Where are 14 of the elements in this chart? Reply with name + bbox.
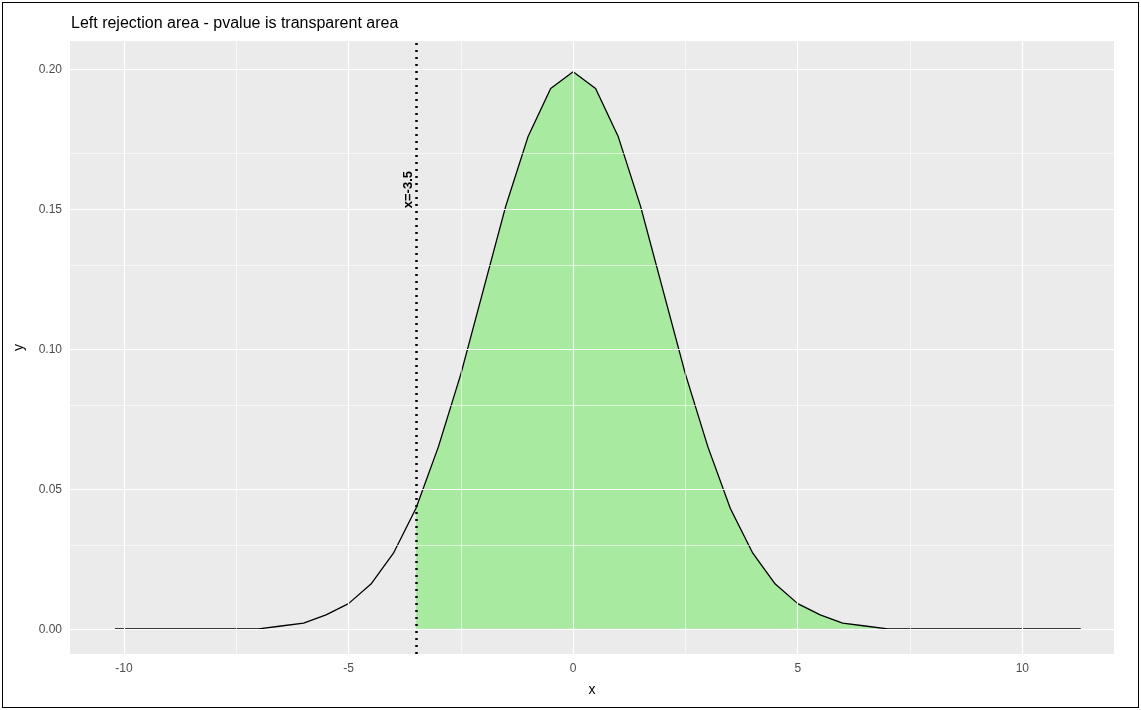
x-tick-label: -10 xyxy=(115,661,133,675)
y-tick-label: 0.05 xyxy=(38,481,63,496)
x-tick-label: 0 xyxy=(569,661,577,675)
y-tick-label: 0.10 xyxy=(38,341,63,356)
ref-line-label: x=-3.5 xyxy=(399,171,415,209)
x-tick-label: -5 xyxy=(343,661,355,675)
y-axis-title: y xyxy=(10,344,26,351)
y-tick-label: 0.00 xyxy=(38,621,63,636)
y-tick-label: 0.15 xyxy=(38,201,63,216)
chart-title: Left rejection area - pvalue is transparent area xyxy=(71,13,399,31)
x-tick-label: 5 xyxy=(794,661,802,675)
x-tick-label: 10 xyxy=(1015,661,1030,675)
y-tick-label: 0.20 xyxy=(38,61,63,76)
x-axis-title: x xyxy=(588,681,596,697)
